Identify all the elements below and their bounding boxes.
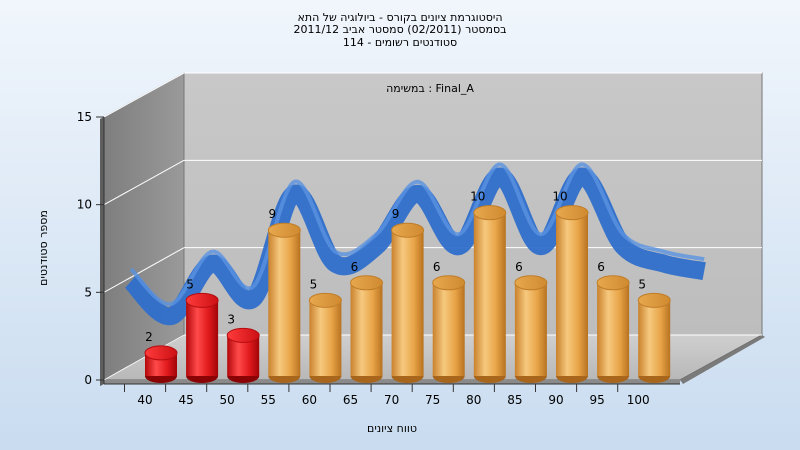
grid-line-side [103,72,185,118]
bar-top [226,327,260,343]
bar: 2 [144,330,178,383]
x-tick-label: 70 [384,393,399,407]
bar-top [473,205,507,221]
bar-value-label: 6 [351,260,359,274]
bar-top [144,345,178,361]
bar-body [268,230,301,376]
bar-body [309,300,342,376]
y-tick-label: 0 [84,373,92,387]
bar: 6 [514,260,548,383]
bar-top [514,275,548,291]
bar-top [185,292,219,308]
chart-title-line-3: 114 - סטודנטים רשומים [342,36,458,49]
bar-body [597,282,630,376]
x-tick-label: 45 [178,393,193,407]
bar: 5 [185,277,219,383]
side-wall [103,72,185,381]
x-tick-label: 75 [425,393,440,407]
x-tick-label: 85 [507,393,522,407]
y-tick-labels: 0 5 10 15 [77,110,105,387]
bar-top [637,292,671,308]
y-tick-label: 10 [77,198,92,212]
bar-body [638,300,671,376]
bar-value-label: 5 [186,277,194,291]
bar-top [596,275,630,291]
bar: 6 [432,260,466,383]
grid-line-side [103,334,185,381]
bar: 6 [596,260,630,383]
bar-value-label: 10 [470,190,485,204]
bar-body [432,282,465,376]
bar-value-label: 5 [638,277,646,291]
smoothed-series [124,162,706,326]
bar-value-label: 5 [310,277,318,291]
x-tick-label: 100 [627,393,650,407]
bar-top [350,275,383,291]
smoothed-ribbon-highlight [129,162,705,307]
bar: 3 [226,312,260,383]
x-tick-label: 55 [261,393,276,407]
bar-body [391,230,424,376]
grid-line-side [103,247,185,293]
bar: 10 [470,190,507,383]
x-tick-label: 90 [548,393,563,407]
bar-top [308,292,342,308]
x-tick-label: 80 [466,393,481,407]
bar-top [267,222,301,238]
grid-line-side [103,159,185,206]
x-tick-label: 60 [302,393,317,407]
bars: 2 5 3 9 5 6 9 6 10 6 10 6 5 [144,190,671,383]
bar-top [432,275,466,291]
bar-value-label: 9 [268,207,276,221]
bar-body [514,282,547,376]
bar-top [391,222,425,238]
floor-right-edge [680,335,765,384]
y-axis-label: מספר סטודנטים [37,210,50,286]
bar-value-label: 3 [227,312,235,326]
bar-value-label: 2 [145,330,153,344]
bar-body [186,300,219,376]
smoothed-ribbon [124,167,706,326]
bar-value-label: 6 [515,260,523,274]
bar: 10 [552,190,589,383]
bar-body [473,212,506,376]
chart-title-line-2: בסמסטר (02/2011) סמסטר אביב 2011/12 [293,23,507,36]
bar: 5 [308,277,342,383]
bar-value-label: 10 [552,190,567,204]
bar-value-label: 6 [597,260,605,274]
x-axis-label: טווח ציונים [367,422,417,435]
bar-body [350,282,383,376]
chart-subtitle: במשימה : Final_A [386,82,474,95]
x-tick-label: 50 [220,393,235,407]
y-tick-label: 15 [77,110,92,124]
x-tick-label: 40 [137,393,152,407]
x-tick-label: 65 [343,393,358,407]
bar-top [555,205,589,221]
bar: 9 [267,207,301,383]
bar: 5 [637,277,671,383]
bar: 6 [350,260,383,383]
x-tick-labels: 40 45 50 55 60 65 70 75 80 85 90 95 100 [104,383,680,407]
bar-value-label: 9 [392,207,400,221]
bar: 9 [391,207,425,383]
bar-body [556,212,588,376]
side-wall-edge [100,117,104,386]
bar-value-label: 6 [433,260,441,274]
x-tick-label: 95 [589,393,604,407]
chart-title-line-1: היסטוגרמת ציונים בקורס - ביולוגיה של התא [297,11,503,24]
y-tick-label: 5 [84,285,92,299]
